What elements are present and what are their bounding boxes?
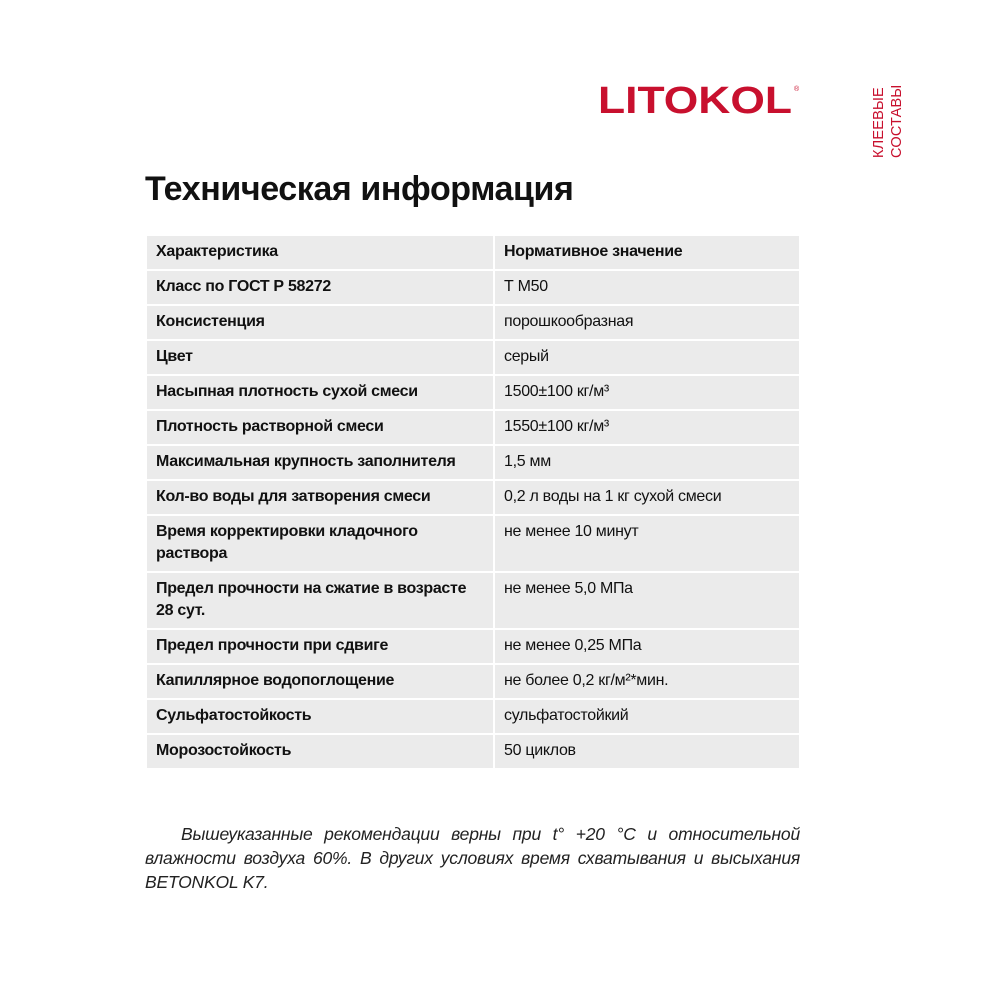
row-characteristic: Максимальная крупность заполнителя [145,444,495,481]
table-row: Морозостойкость 50 циклов [145,733,801,770]
header-characteristic: Характеристика [145,234,495,271]
row-value: порошкообразная [493,304,801,341]
section-label: КЛЕЕВЫЕ СОСТАВЫ [871,82,911,158]
table-row: Консистенция порошкообразная [145,304,801,341]
row-value: не более 0,2 кг/м²*мин. [493,663,801,700]
table-row: Максимальная крупность заполнителя 1,5 мм [145,444,801,481]
row-characteristic: Сульфатостойкость [145,698,495,735]
row-value: Т М50 [493,269,801,306]
row-characteristic: Время корректировки кладочного раствора [145,514,495,573]
row-value: не менее 5,0 МПа [493,571,801,630]
page-title: Техническая информация [145,170,574,208]
section-label-line2: СОСТАВЫ [889,84,905,158]
section-label-line1: КЛЕЕВЫЕ [871,87,887,158]
row-characteristic: Капиллярное водопоглощение [145,663,495,700]
row-value: сульфатостойкий [493,698,801,735]
row-value: 1,5 мм [493,444,801,481]
row-value: серый [493,339,801,376]
table-row: Насыпная плотность сухой смеси 1500±100 к… [145,374,801,411]
table-row: Предел прочности при сдвиге не менее 0,25… [145,628,801,665]
row-characteristic: Цвет [145,339,495,376]
header-value: Нормативное значение [493,234,801,271]
table-row: Класс по ГОСТ Р 58272 Т М50 [145,269,801,306]
table-row: Цвет серый [145,339,801,376]
registered-mark: ® [794,85,800,93]
table-row: Время корректировки кладочного раствора н… [145,514,801,573]
row-characteristic: Предел прочности на сжатие в возрасте 28… [145,571,495,630]
row-characteristic: Насыпная плотность сухой смеси [145,374,495,411]
row-value: не менее 0,25 МПа [493,628,801,665]
table-row: Кол-во воды для затворения смеси 0,2 л во… [145,479,801,516]
logo-text: LITOKOL [598,83,792,117]
row-characteristic: Консистенция [145,304,495,341]
table-header-row: Характеристика Нормативное значение [145,234,801,271]
row-characteristic: Морозостойкость [145,733,495,770]
row-value: 1500±100 кг/м³ [493,374,801,411]
litokol-logo: LITOKOL ® [598,83,800,117]
table-row: Предел прочности на сжатие в возрасте 28… [145,571,801,630]
footnote: Вышеуказанные рекомендации верны при t° … [145,824,800,892]
tech-table: Характеристика Нормативное значение Клас… [145,234,801,770]
row-value: 1550±100 кг/м³ [493,409,801,446]
table-row: Капиллярное водопоглощение не более 0,2 к… [145,663,801,700]
row-value: 0,2 л воды на 1 кг сухой смеси [493,479,801,516]
row-characteristic: Класс по ГОСТ Р 58272 [145,269,495,306]
row-characteristic: Предел прочности при сдвиге [145,628,495,665]
row-characteristic: Кол-во воды для затворения смеси [145,479,495,516]
row-value: 50 циклов [493,733,801,770]
row-characteristic: Плотность растворной смеси [145,409,495,446]
table-row: Плотность растворной смеси 1550±100 кг/м³ [145,409,801,446]
row-value: не менее 10 минут [493,514,801,573]
table-row: Сульфатостойкость сульфатостойкий [145,698,801,735]
